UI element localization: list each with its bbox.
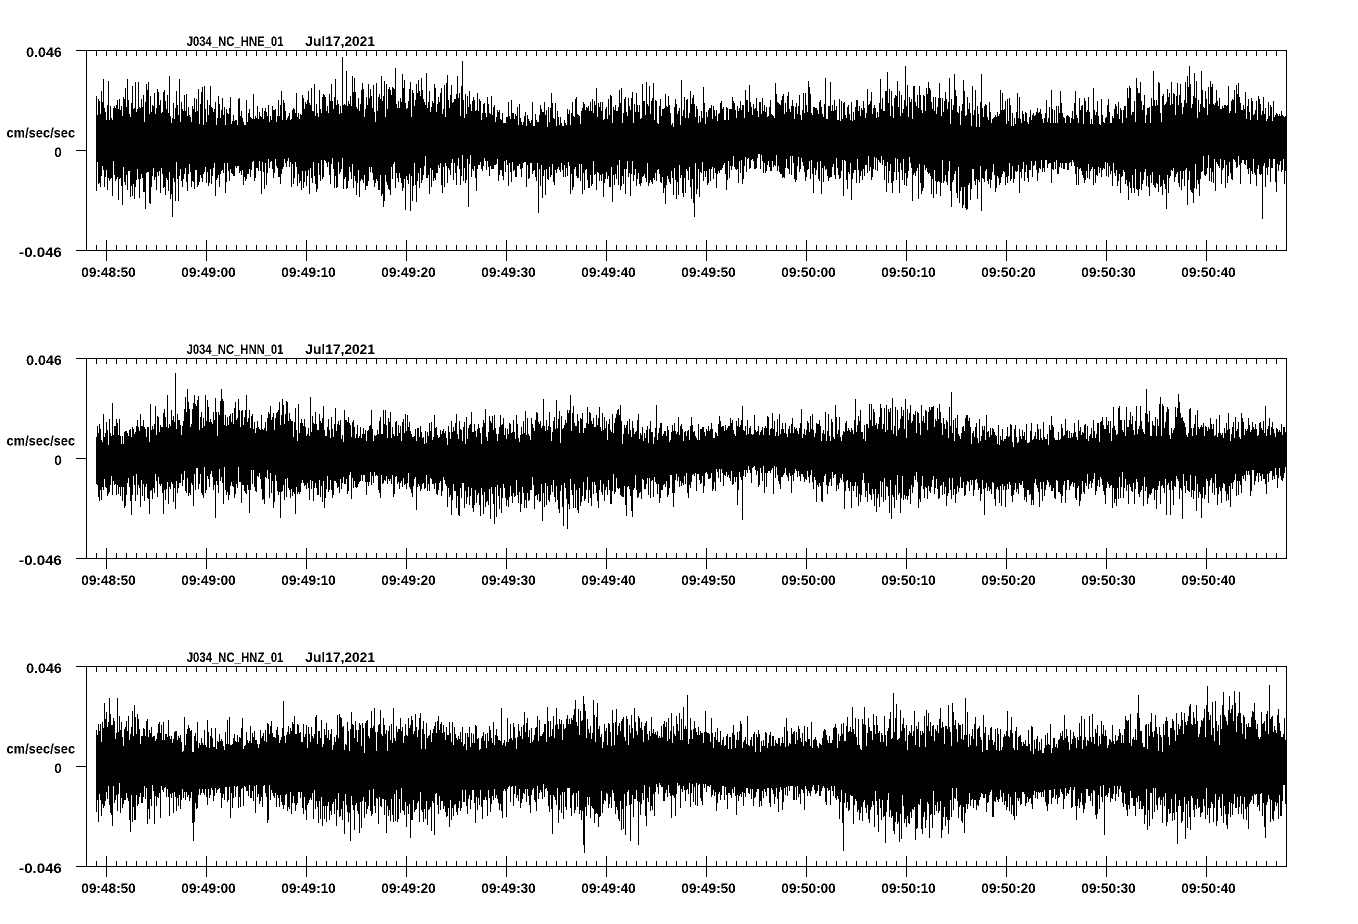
svg-text:09:50:30: 09:50:30	[1081, 572, 1136, 588]
svg-text:09:49:10: 09:49:10	[281, 264, 336, 280]
svg-text:09:50:30: 09:50:30	[1081, 264, 1136, 280]
svg-text:09:49:10: 09:49:10	[281, 880, 336, 896]
svg-text:cm/sec/sec: cm/sec/sec	[7, 433, 76, 449]
svg-text:Jul17,2021: Jul17,2021	[305, 341, 375, 357]
svg-text:cm/sec/sec: cm/sec/sec	[7, 741, 76, 757]
svg-text:09:48:50: 09:48:50	[81, 572, 136, 588]
svg-text:09:49:20: 09:49:20	[381, 572, 436, 588]
svg-text:09:49:30: 09:49:30	[481, 264, 536, 280]
svg-text:Jul17,2021: Jul17,2021	[305, 649, 375, 665]
svg-text:Jul17,2021: Jul17,2021	[305, 33, 375, 49]
svg-text:09:49:40: 09:49:40	[581, 264, 636, 280]
svg-text:09:48:50: 09:48:50	[81, 264, 136, 280]
svg-text:09:50:10: 09:50:10	[881, 264, 936, 280]
svg-text:09:49:30: 09:49:30	[481, 880, 536, 896]
svg-text:09:49:50: 09:49:50	[681, 264, 736, 280]
svg-text:09:50:40: 09:50:40	[1181, 880, 1236, 896]
svg-text:0: 0	[54, 144, 62, 160]
svg-text:09:50:00: 09:50:00	[781, 264, 836, 280]
svg-text:J034_NC_HNE_01: J034_NC_HNE_01	[187, 33, 284, 49]
svg-text:-0.046: -0.046	[19, 244, 62, 260]
svg-text:J034_NC_HNZ_01: J034_NC_HNZ_01	[187, 649, 284, 665]
svg-text:09:50:00: 09:50:00	[781, 572, 836, 588]
svg-text:0.046: 0.046	[26, 44, 62, 60]
svg-text:09:48:50: 09:48:50	[81, 880, 136, 896]
svg-text:09:50:20: 09:50:20	[981, 880, 1036, 896]
svg-text:09:49:50: 09:49:50	[681, 572, 736, 588]
svg-text:09:49:00: 09:49:00	[181, 880, 236, 896]
svg-text:J034_NC_HNN_01: J034_NC_HNN_01	[187, 341, 284, 357]
svg-text:09:50:10: 09:50:10	[881, 572, 936, 588]
svg-text:09:49:40: 09:49:40	[581, 572, 636, 588]
svg-text:09:49:00: 09:49:00	[181, 572, 236, 588]
svg-text:09:49:20: 09:49:20	[381, 880, 436, 896]
svg-text:09:49:50: 09:49:50	[681, 880, 736, 896]
svg-text:09:49:30: 09:49:30	[481, 572, 536, 588]
svg-text:09:50:20: 09:50:20	[981, 264, 1036, 280]
svg-text:0: 0	[54, 760, 62, 776]
svg-text:09:50:30: 09:50:30	[1081, 880, 1136, 896]
svg-text:09:49:00: 09:49:00	[181, 264, 236, 280]
svg-text:09:50:40: 09:50:40	[1181, 264, 1236, 280]
svg-text:09:49:10: 09:49:10	[281, 572, 336, 588]
svg-text:0.046: 0.046	[26, 660, 62, 676]
svg-text:0.046: 0.046	[26, 352, 62, 368]
svg-text:-0.046: -0.046	[19, 552, 62, 568]
svg-text:09:49:20: 09:49:20	[381, 264, 436, 280]
svg-text:0: 0	[54, 452, 62, 468]
svg-text:09:50:40: 09:50:40	[1181, 572, 1236, 588]
svg-text:-0.046: -0.046	[19, 860, 62, 876]
svg-text:cm/sec/sec: cm/sec/sec	[7, 125, 76, 141]
svg-text:09:50:20: 09:50:20	[981, 572, 1036, 588]
svg-text:09:50:10: 09:50:10	[881, 880, 936, 896]
svg-text:09:50:00: 09:50:00	[781, 880, 836, 896]
svg-text:09:49:40: 09:49:40	[581, 880, 636, 896]
